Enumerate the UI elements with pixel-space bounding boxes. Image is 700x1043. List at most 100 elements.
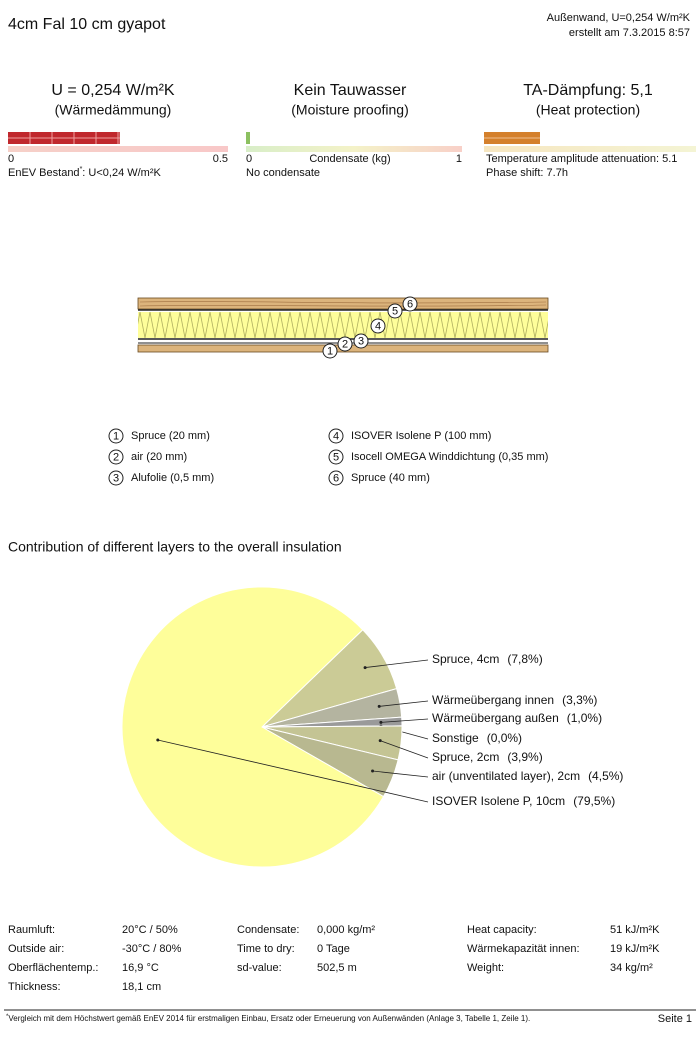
- layer-number: 6: [407, 298, 413, 310]
- scale-min: 0: [246, 153, 252, 165]
- slice-name: Spruce, 4cm: [432, 652, 499, 666]
- legend-marker: [328, 428, 344, 444]
- rating-note: No condensate: [246, 167, 320, 179]
- stat-value: 20°C / 50%: [122, 924, 178, 936]
- slice-value: (7,8%): [507, 652, 542, 666]
- slice-name: Wärmeübergang außen: [432, 711, 559, 725]
- layer-marker: [322, 343, 338, 359]
- leader-dot: [371, 769, 375, 773]
- note: EnEV Bestand: [8, 167, 80, 179]
- scale-min: 0: [8, 153, 14, 165]
- slice-name: ISOVER Isolene P, 10cm: [432, 794, 565, 808]
- leader-line: [372, 770, 429, 778]
- layer-marker: [402, 296, 418, 312]
- leader-line: [380, 718, 429, 723]
- stat-value: 0,000 kg/m²: [317, 924, 375, 936]
- slice-value: (3,9%): [507, 750, 542, 764]
- note-sup: *: [80, 166, 83, 173]
- legend-label: Alufolie (0,5 mm): [131, 472, 214, 484]
- leader-dot: [379, 720, 383, 724]
- legend-number: 5: [333, 451, 339, 463]
- stat-label: Raumluft:: [8, 924, 55, 936]
- slice-name: Sonstige: [432, 731, 479, 745]
- stat-value: 34 kg/m²: [610, 962, 653, 974]
- stat-label: sd-value:: [237, 962, 282, 974]
- legend-number: 4: [333, 430, 339, 442]
- stat-label: Outside air:: [8, 943, 64, 955]
- doc-title: 4cm Fal 10 cm gyapot: [8, 16, 166, 33]
- legend-number: 6: [333, 472, 339, 484]
- slice-label: Spruce, 2cm (3,9%): [432, 750, 543, 764]
- rating-note: Phase shift: 7.7h: [486, 167, 568, 179]
- stat-label: Oberflächentemp.:: [8, 962, 99, 974]
- stat-label: Wärmekapazität innen:: [467, 943, 580, 955]
- stat-value: 502,5 m: [317, 962, 357, 974]
- stat-value: 51 kJ/m²K: [610, 924, 660, 936]
- legend-label: ISOVER Isolene P (100 mm): [351, 430, 491, 442]
- leader-dot: [156, 738, 160, 742]
- slice-label: Spruce, 4cm (7,8%): [432, 652, 543, 666]
- layer-marker: [370, 318, 386, 334]
- axis-label: Condensate (kg): [309, 153, 390, 165]
- stat-value: 19 kJ/m²K: [610, 943, 660, 955]
- footnote-sup: *: [6, 1014, 9, 1020]
- slice-value: (1,0%): [567, 711, 602, 725]
- layer-number: 3: [358, 335, 364, 347]
- scale-max: 1: [456, 153, 462, 165]
- stat-label: Weight:: [467, 962, 504, 974]
- rating-note: Temperature amplitude attenuation: 5.1: [486, 153, 677, 165]
- slice-value: (3,3%): [562, 693, 597, 707]
- leader-dot: [363, 666, 367, 670]
- slice-value: (0,0%): [487, 731, 522, 745]
- doc-date: erstellt am 7.3.2015 8:57: [569, 27, 690, 39]
- rating-title: TA-Dämpfung: 5,1: [523, 82, 653, 99]
- stat-value: 16,9 °C: [122, 962, 159, 974]
- rating-note: EnEV Bestand*: U<0,24 W/m²K: [8, 166, 162, 179]
- legend-marker: [328, 449, 344, 465]
- doc-info: Außenwand, U=0,254 W/m²K: [547, 12, 691, 24]
- slice-label: Wärmeübergang innen (3,3%): [432, 693, 597, 707]
- legend-marker: [108, 470, 124, 486]
- leader-dot: [377, 704, 381, 708]
- leader-line: [365, 659, 429, 668]
- legend-marker: [108, 428, 124, 444]
- layer-number: 1: [327, 345, 333, 357]
- layer-number: 2: [342, 338, 348, 350]
- stat-value: 18,1 cm: [122, 981, 161, 993]
- scale-max: 0.5: [213, 153, 228, 165]
- layer-marker: [387, 303, 403, 319]
- slice-label: Wärmeübergang außen (1,0%): [432, 711, 602, 725]
- rating-subtitle: (Heat protection): [536, 102, 640, 118]
- bar-track: [484, 146, 696, 152]
- leader-line: [380, 740, 429, 759]
- footnote-text: Vergleich mit dem Höchstwert gemäß EnEV …: [8, 1014, 530, 1023]
- leader-dot: [378, 739, 382, 743]
- legend-label: air (20 mm): [131, 451, 187, 463]
- stat-value: 0 Tage: [317, 943, 350, 955]
- slice-label: Sonstige (0,0%): [432, 731, 522, 745]
- bar-track: [246, 146, 462, 152]
- stat-value: -30°C / 80%: [122, 943, 182, 955]
- layer-marker: [337, 336, 353, 352]
- slice-label: ISOVER Isolene P, 10cm (79,5%): [432, 794, 615, 808]
- legend-number: 3: [113, 472, 119, 484]
- pie-slice: [121, 586, 385, 868]
- leader-line: [157, 739, 429, 803]
- bar-cap: [246, 132, 250, 144]
- leader-line: [379, 700, 429, 707]
- stat-label: Condensate:: [237, 924, 299, 936]
- slice-name: Spruce, 2cm: [432, 750, 499, 764]
- slice-label: air (unventilated layer), 2cm (4,5%): [432, 769, 623, 783]
- footnote: *Vergleich mit dem Höchstwert gemäß EnEV…: [6, 1014, 530, 1024]
- stat-label: Heat capacity:: [467, 924, 537, 936]
- legend-marker: [108, 449, 124, 465]
- stat-label: Thickness:: [8, 981, 61, 993]
- note-rest: : U<0,24 W/m²K: [82, 167, 161, 179]
- slice-value: (4,5%): [588, 769, 623, 783]
- rating-title: Kein Tauwasser: [294, 82, 407, 99]
- bar-track: [8, 146, 228, 152]
- layer-marker: [353, 333, 369, 349]
- legend-label: Isocell OMEGA Winddichtung (0,35 mm): [351, 451, 548, 463]
- chart-title: Contribution of different layers to the …: [8, 539, 342, 555]
